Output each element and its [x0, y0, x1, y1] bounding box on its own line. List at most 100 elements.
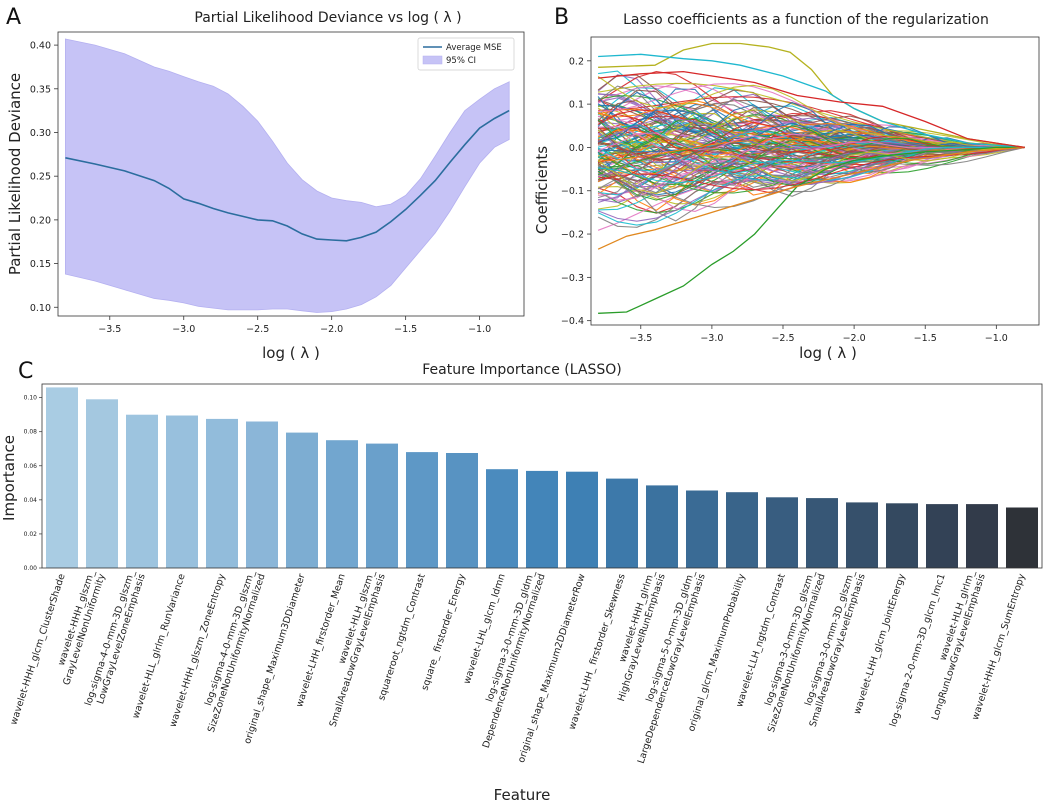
panel-c-bars — [46, 387, 1038, 568]
panel-b-x-ticks: −3.5 −3.0 −2.5 −2.0 −1.5 −1.0 — [629, 325, 1008, 344]
feature-bar — [806, 498, 838, 568]
feature-bar — [886, 503, 918, 568]
panel-a-ci-band-group — [65, 38, 510, 313]
panel-b-letter: B — [554, 5, 569, 30]
feature-label-line: square_ firstorder_Energy — [420, 572, 468, 692]
panel-b-coefficient-paths — [597, 42, 1025, 314]
panel-b-y-ticks: −0.4 −0.3 −0.2 −0.1 0.0 0.1 0.2 — [561, 56, 591, 327]
coefficient-path — [597, 91, 1025, 148]
feature-bar — [126, 414, 158, 568]
feature-label-line: wavelet-HHH_glcm_ClusterShade — [8, 572, 67, 726]
feature-bar — [326, 440, 358, 568]
x-tick-label: −3.5 — [98, 324, 121, 335]
feature-bar — [246, 421, 278, 568]
panel-c-y-ticks: 0.00 0.02 0.04 0.06 0.08 0.10 — [24, 395, 42, 572]
x-tick-label: −3.5 — [629, 333, 652, 344]
feature-bar — [46, 387, 78, 568]
legend-label-95-ci: 95% CI — [446, 56, 476, 66]
panel-a-line-group — [65, 109, 510, 242]
y-tick-label: 0.02 — [24, 531, 38, 538]
panel-c: C Feature Importance (LASSO) 0.000.020.0… — [0, 359, 1043, 804]
feature-label: wavelet-HLH_glszm_SmallAreaLowGrayLevelE… — [317, 569, 388, 729]
coefficient-path — [597, 146, 1025, 191]
panel-a-legend: Average MSE 95% CI — [417, 37, 515, 71]
feature-label: squareroot_ngtdm_Contrast — [376, 572, 428, 702]
feature-bar — [966, 504, 998, 568]
ci-band — [65, 38, 510, 313]
coefficient-path — [598, 146, 1025, 184]
coefficient-path-red — [598, 70, 1025, 149]
y-tick-label: 0.25 — [30, 172, 51, 183]
y-tick-label: −0.1 — [561, 186, 584, 197]
feature-bar — [286, 432, 318, 568]
x-tick-label: −1.0 — [985, 333, 1008, 344]
feature-bar — [846, 502, 878, 568]
legend-label-average-mse: Average MSE — [446, 43, 502, 53]
x-tick-label: −2.0 — [843, 333, 866, 344]
panel-a-x-ticks: −3.5 −3.0 −2.5 −2.0 −1.5 −1.0 — [98, 316, 491, 335]
panel-c-title: Feature Importance (LASSO) — [422, 362, 621, 378]
feature-bar — [486, 469, 518, 568]
panel-b-plot-frame — [590, 36, 1040, 326]
x-tick-label: −3.0 — [700, 333, 723, 344]
feature-bar — [86, 399, 118, 568]
coefficient-path-cyan — [598, 53, 1025, 149]
panel-a: A Partial Likelihood Deviance vs log ( λ… — [6, 5, 525, 362]
panel-a-y-label: Partial Likelihood Deviance — [6, 73, 24, 275]
y-tick-label: 0.04 — [24, 497, 38, 504]
y-tick-label: 0.40 — [30, 41, 51, 52]
x-tick-label: −1.0 — [468, 324, 491, 335]
y-tick-label: 0.00 — [24, 565, 38, 572]
feature-bar — [606, 478, 638, 568]
coefficient-path-olive — [598, 42, 1025, 149]
y-tick-label: 0.15 — [30, 259, 51, 270]
panel-a-y-ticks: 0.10 0.15 0.20 0.25 0.30 0.35 0.40 — [30, 41, 58, 314]
legend-swatch-95-ci — [422, 55, 443, 65]
average-mse-line — [65, 109, 510, 242]
feature-label: wavelet-HHH_glcm_ClusterShade — [8, 572, 67, 726]
panel-c-x-label: Feature — [494, 786, 551, 804]
x-tick-label: −2.5 — [771, 333, 794, 344]
coefficient-path — [597, 121, 1025, 148]
panel-c-y-label: Importance — [0, 435, 18, 521]
y-tick-label: 0.10 — [30, 303, 51, 314]
y-tick-label: 0.35 — [30, 84, 51, 95]
panel-a-title: Partial Likelihood Deviance vs log ( λ ) — [194, 10, 461, 26]
feature-label: square_ firstorder_Energy — [420, 572, 468, 692]
feature-bar — [406, 452, 438, 568]
feature-bar — [526, 470, 558, 568]
y-tick-label: 0.20 — [30, 215, 51, 226]
feature-label-line: squareroot_ngtdm_Contrast — [376, 572, 428, 702]
y-tick-label: 0.08 — [24, 429, 38, 436]
feature-bar — [766, 497, 798, 568]
feature-bar — [206, 418, 238, 568]
feature-bar — [926, 504, 958, 568]
y-tick-label: 0.30 — [30, 128, 51, 139]
coefficient-path — [597, 146, 1025, 201]
coefficient-path-orange — [597, 146, 1025, 250]
feature-bar — [646, 485, 678, 568]
y-tick-label: 0.2 — [569, 56, 584, 67]
feature-bar — [1006, 507, 1038, 568]
panel-c-plot-frame — [41, 383, 1043, 569]
panel-c-feature-labels: wavelet-HHH_glcm_ClusterShadewavelet-HHH… — [8, 569, 1027, 765]
y-tick-label: −0.3 — [561, 273, 584, 284]
y-tick-label: 0.10 — [24, 395, 38, 402]
coefficient-path — [598, 146, 1025, 209]
feature-bar — [566, 471, 598, 568]
y-tick-label: 0.0 — [569, 143, 584, 154]
feature-bar — [166, 415, 198, 568]
x-tick-label: −1.5 — [394, 324, 417, 335]
coefficient-path-green — [598, 146, 1025, 314]
panel-a-plot-frame — [57, 31, 525, 317]
x-tick-label: −3.0 — [172, 324, 195, 335]
y-tick-label: 0.1 — [569, 100, 584, 111]
feature-bar — [446, 453, 478, 568]
panel-a-letter: A — [6, 5, 21, 30]
panel-a-x-label: log ( λ ) — [262, 344, 320, 362]
coefficient-path — [598, 146, 1025, 212]
feature-bar — [686, 490, 718, 568]
panel-b-y-label: Coefficients — [533, 146, 551, 234]
